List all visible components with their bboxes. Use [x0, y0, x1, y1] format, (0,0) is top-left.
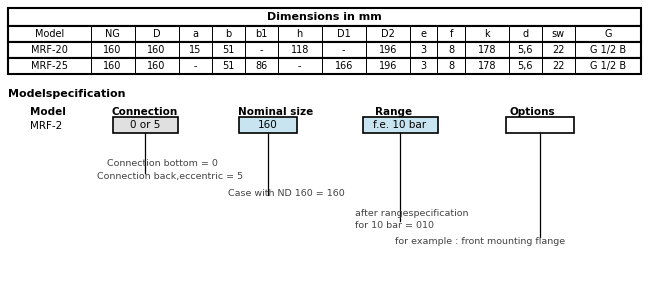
Text: MRF-25: MRF-25 — [31, 61, 67, 71]
Text: Connection: Connection — [112, 107, 178, 117]
Text: 86: 86 — [255, 61, 267, 71]
Text: 0 or 5: 0 or 5 — [130, 120, 160, 130]
Text: D1: D1 — [337, 29, 350, 39]
Bar — [506, 117, 574, 133]
Text: 3: 3 — [421, 45, 426, 55]
Text: 160: 160 — [258, 120, 278, 130]
Text: 118: 118 — [291, 45, 309, 55]
Text: d: d — [522, 29, 528, 39]
Text: NG: NG — [105, 29, 120, 39]
Text: Dimensions in mm: Dimensions in mm — [267, 12, 382, 22]
Text: Modelspecification: Modelspecification — [8, 89, 125, 99]
Text: k: k — [484, 29, 490, 39]
Bar — [8, 8, 641, 26]
Text: 160: 160 — [103, 45, 122, 55]
Text: 160: 160 — [147, 45, 165, 55]
Text: 5,6: 5,6 — [518, 61, 533, 71]
Text: MRF-20: MRF-20 — [31, 45, 67, 55]
Text: 160: 160 — [103, 61, 122, 71]
Bar — [8, 42, 641, 58]
Text: Connection back,eccentric = 5: Connection back,eccentric = 5 — [97, 173, 243, 182]
Bar — [8, 26, 641, 42]
Text: 196: 196 — [378, 45, 397, 55]
Text: f.e. 10 bar: f.e. 10 bar — [373, 120, 426, 130]
Bar — [239, 117, 297, 133]
Bar — [363, 117, 437, 133]
Text: -: - — [342, 45, 345, 55]
Text: 22: 22 — [552, 45, 565, 55]
Text: -: - — [260, 45, 263, 55]
Text: 8: 8 — [448, 45, 454, 55]
Text: 196: 196 — [378, 61, 397, 71]
Text: for example : front mounting flange: for example : front mounting flange — [395, 237, 565, 246]
Text: b1: b1 — [255, 29, 267, 39]
Text: Nominal size: Nominal size — [238, 107, 313, 117]
Text: f: f — [449, 29, 453, 39]
Text: 8: 8 — [448, 61, 454, 71]
Text: D: D — [153, 29, 160, 39]
Text: h: h — [297, 29, 303, 39]
Text: 51: 51 — [222, 61, 234, 71]
Text: 5,6: 5,6 — [518, 45, 533, 55]
Text: 22: 22 — [552, 61, 565, 71]
Text: 178: 178 — [478, 61, 496, 71]
Text: Model: Model — [30, 107, 66, 117]
Bar — [8, 58, 641, 74]
Text: G: G — [604, 29, 612, 39]
Text: a: a — [192, 29, 198, 39]
Text: sw: sw — [552, 29, 565, 39]
Text: G 1/2 B: G 1/2 B — [590, 45, 626, 55]
Text: Model: Model — [34, 29, 64, 39]
Text: 178: 178 — [478, 45, 496, 55]
Text: MRF-2: MRF-2 — [30, 121, 62, 131]
Text: D2: D2 — [381, 29, 395, 39]
Text: after rangespecification: after rangespecification — [355, 209, 469, 218]
Text: 15: 15 — [189, 45, 201, 55]
Text: -: - — [298, 61, 302, 71]
Text: 3: 3 — [421, 61, 426, 71]
Text: 51: 51 — [222, 45, 234, 55]
Text: b: b — [225, 29, 231, 39]
Text: Options: Options — [510, 107, 556, 117]
Bar — [112, 117, 177, 133]
Text: Connection bottom = 0: Connection bottom = 0 — [107, 159, 218, 168]
Text: G 1/2 B: G 1/2 B — [590, 61, 626, 71]
Text: 166: 166 — [335, 61, 353, 71]
Text: for 10 bar = 010: for 10 bar = 010 — [355, 222, 434, 231]
Text: Case with ND 160 = 160: Case with ND 160 = 160 — [228, 188, 345, 197]
Text: -: - — [193, 61, 197, 71]
Text: e: e — [421, 29, 426, 39]
Text: 160: 160 — [147, 61, 165, 71]
Text: Range: Range — [375, 107, 412, 117]
